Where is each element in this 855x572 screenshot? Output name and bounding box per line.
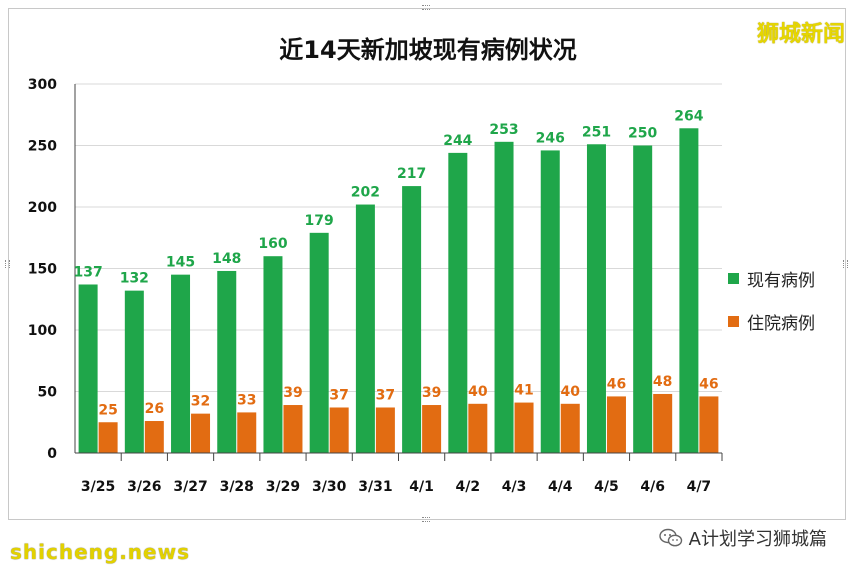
bar-current: [263, 256, 283, 453]
data-label-hospital: 32: [191, 394, 210, 410]
data-label-hospital: 25: [98, 402, 117, 418]
y-tick-label: 250: [28, 139, 57, 155]
bar-current: [217, 270, 237, 453]
bar-current: [402, 186, 422, 453]
bar-hospital: [98, 422, 118, 453]
data-label-current: 264: [674, 108, 703, 124]
data-label-current: 251: [582, 124, 611, 140]
legend: 现有病例 住院病例: [728, 266, 815, 334]
bar-hospital: [144, 421, 164, 453]
x-tick-label: 3/28: [220, 479, 254, 495]
bar-hospital: [699, 396, 719, 453]
data-label-current: 148: [212, 251, 241, 267]
data-label-hospital: 46: [607, 376, 626, 392]
x-tick-label: 4/4: [548, 479, 573, 495]
x-tick-label: 3/26: [127, 479, 161, 495]
legend-item-current: 现有病例: [728, 266, 815, 291]
y-tick-label: 50: [38, 385, 58, 401]
x-tick-label: 4/1: [409, 479, 434, 495]
data-label-current: 217: [397, 166, 426, 182]
x-tick-label: 4/6: [640, 479, 665, 495]
bar-hospital: [237, 412, 257, 453]
legend-swatch-hospital: [728, 316, 739, 327]
data-label-hospital: 39: [422, 385, 441, 401]
bar-hospital: [375, 407, 395, 453]
bar-hospital: [283, 405, 303, 453]
data-label-hospital: 33: [237, 392, 256, 408]
x-tick-label: 3/25: [81, 479, 115, 495]
account-name: A计划学习狮城篇: [688, 529, 827, 550]
bar-current: [679, 128, 699, 453]
y-tick-label: 100: [28, 323, 57, 339]
bar-current: [355, 204, 375, 453]
brand-watermark: 狮城新闻: [756, 22, 845, 47]
data-label-hospital: 40: [561, 384, 581, 400]
resize-handle-right[interactable]: [843, 260, 848, 268]
x-tick-label: 3/29: [266, 479, 300, 495]
data-label-hospital: 26: [145, 401, 164, 417]
bar-hospital: [514, 402, 534, 453]
data-label-current: 253: [489, 122, 518, 138]
data-label-current: 179: [305, 213, 334, 229]
data-label-current: 137: [73, 264, 102, 280]
bar-current: [586, 144, 606, 453]
y-tick-label: 300: [28, 77, 57, 93]
data-label-hospital: 39: [283, 385, 302, 401]
bar-current: [448, 152, 468, 453]
x-tick-label: 4/3: [502, 479, 527, 495]
x-axis: 3/25 3/26 3/27 3/28 3/29 3/30 3/31 4/1 4/2 4/3 4/4…: [75, 452, 723, 495]
data-label-hospital: 37: [376, 387, 395, 403]
y-axis: 0 50 100 150 200 250 300: [28, 77, 76, 462]
bar-hospital: [422, 405, 442, 453]
bar-current: [540, 150, 560, 454]
bar-hospital: [468, 403, 488, 453]
data-label-current: 145: [166, 255, 195, 271]
data-label-current: 246: [536, 130, 565, 146]
bar-current: [171, 274, 191, 453]
resize-handle-top[interactable]: [422, 5, 430, 10]
chart-title: 近14天新加坡现有病例状况: [279, 36, 576, 64]
legend-label-hospital: 住院病例: [747, 314, 815, 334]
bar-current: [124, 290, 144, 453]
legend-item-hospital: 住院病例: [728, 309, 815, 334]
bar-hospital: [560, 403, 580, 453]
x-tick-label: 4/7: [687, 479, 712, 495]
x-tick-label: 3/30: [312, 479, 347, 495]
bar-current: [78, 284, 98, 453]
data-label-hospital: 37: [329, 387, 348, 403]
account-credit: A计划学习狮城篇: [658, 525, 827, 551]
data-label-hospital: 40: [468, 384, 488, 400]
data-label-current: 244: [443, 133, 472, 149]
data-label-current: 132: [120, 271, 149, 287]
wechat-icon: [658, 528, 682, 547]
data-label-hospital: 46: [699, 376, 718, 392]
y-tick-label: 0: [47, 446, 57, 462]
x-tick-label: 4/2: [456, 479, 481, 495]
site-watermark: shicheng.news: [10, 540, 190, 564]
bar-current: [494, 141, 514, 453]
bars: 137 25 132 26 145 32 148 33 160 39 179 37 202 37 217 39…: [73, 108, 719, 454]
bar-hospital: [191, 413, 211, 453]
x-tick-label: 3/27: [173, 479, 207, 495]
bar-hospital: [653, 393, 673, 453]
y-tick-label: 150: [28, 262, 57, 278]
resize-handle-left[interactable]: [5, 260, 10, 268]
x-tick-label: 4/5: [594, 479, 619, 495]
y-tick-label: 200: [28, 200, 57, 216]
bar-hospital: [606, 396, 626, 453]
legend-label-current: 现有病例: [747, 271, 815, 291]
bar-current: [309, 232, 329, 453]
data-label-hospital: 41: [514, 383, 533, 399]
data-label-current: 160: [258, 236, 287, 252]
legend-swatch-current: [728, 273, 739, 284]
resize-handle-bottom[interactable]: [422, 517, 430, 522]
data-label-current: 202: [351, 185, 380, 201]
data-label-hospital: 48: [653, 374, 672, 390]
bar-hospital: [329, 407, 349, 453]
data-label-current: 250: [628, 126, 657, 142]
bar-current: [633, 145, 653, 453]
x-tick-label: 3/31: [358, 479, 392, 495]
